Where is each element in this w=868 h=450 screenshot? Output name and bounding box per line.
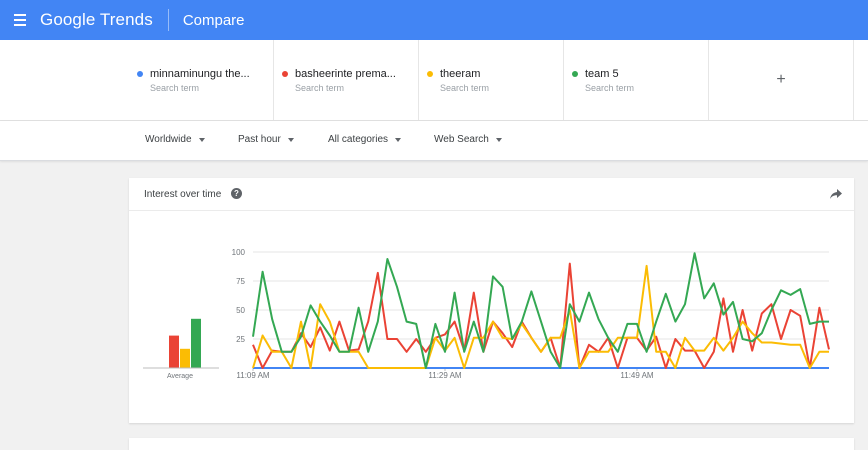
help-icon[interactable]: ? — [231, 188, 242, 199]
property-filter-label: Web Search — [434, 134, 489, 145]
caret-down-icon — [395, 137, 402, 142]
x-axis-ticks: 11:09 AM 11:29 AM 11:49 AM — [236, 368, 654, 380]
app-bar: Google Trends Compare — [0, 0, 868, 40]
x-tick-label: 11:29 AM — [428, 371, 462, 380]
term-color-dot — [282, 71, 288, 77]
search-term-1[interactable]: minnaminungu the... Search term — [129, 40, 274, 120]
filters-bar: Worldwide Past hour All categories Web S… — [0, 121, 868, 161]
search-terms-bar: minnaminungu the... Search term basheeri… — [0, 40, 868, 121]
region-filter[interactable]: Worldwide — [145, 134, 205, 145]
region-filter-label: Worldwide — [145, 134, 192, 145]
term-name: minnaminungu the... — [150, 68, 250, 80]
brand-text: Google Trends — [40, 10, 153, 29]
card-title: Interest over time — [144, 189, 222, 200]
share-icon[interactable] — [830, 189, 842, 200]
caret-down-icon — [495, 137, 502, 142]
card-header: Interest over time ? — [129, 178, 854, 211]
term-color-dot — [427, 71, 433, 77]
property-filter[interactable]: Web Search — [434, 134, 502, 145]
interest-chart: Average 100 75 50 25 11:09 AM 11:29 AM 11:49 … — [143, 248, 830, 380]
interest-over-time-card: Interest over time ? Average 100 75 50 25 1… — [129, 178, 854, 423]
time-filter-label: Past hour — [238, 134, 281, 145]
y-axis-ticks: 100 75 50 25 — [232, 248, 246, 344]
average-bar — [191, 318, 201, 368]
caret-down-icon — [198, 137, 205, 142]
next-card — [129, 438, 854, 450]
page-title: Compare — [182, 11, 245, 29]
y-tick-label: 50 — [236, 306, 245, 315]
hamburger-menu-icon[interactable] — [0, 0, 40, 40]
y-tick-label: 100 — [232, 248, 246, 257]
y-tick-label: 25 — [236, 335, 245, 344]
term-color-dot — [137, 71, 143, 77]
category-filter-label: All categories — [328, 134, 389, 145]
search-term-3[interactable]: theeram Search term — [419, 40, 564, 120]
x-tick-label: 11:09 AM — [236, 371, 270, 380]
search-term-4[interactable]: team 5 Search term — [564, 40, 709, 120]
x-tick-label: 11:49 AM — [620, 371, 654, 380]
term-subtitle: Search term — [585, 83, 635, 93]
category-filter[interactable]: All categories — [328, 134, 402, 145]
term-color-dot — [572, 71, 578, 77]
average-label: Average — [167, 373, 193, 380]
y-tick-label: 75 — [236, 277, 245, 286]
term-subtitle: Search term — [150, 83, 200, 93]
term-subtitle: Search term — [295, 83, 345, 93]
chart-series — [252, 252, 830, 369]
search-term-2[interactable]: basheerinte prema... Search term — [274, 40, 419, 120]
average-bars: Average — [143, 318, 219, 380]
term-name: basheerinte prema... — [295, 68, 396, 80]
average-bar — [169, 335, 179, 368]
google-trends-logo[interactable]: Google Trends — [40, 10, 153, 30]
term-name: team 5 — [585, 68, 619, 80]
term-name: theeram — [440, 68, 481, 80]
header-divider — [167, 9, 169, 31]
add-term-button[interactable]: + — [709, 40, 854, 120]
time-filter[interactable]: Past hour — [238, 134, 294, 145]
average-bar — [180, 348, 190, 368]
term-subtitle: Search term — [440, 83, 490, 93]
caret-down-icon — [287, 137, 294, 142]
plus-icon: + — [776, 71, 786, 88]
series-line-4 — [252, 252, 829, 369]
